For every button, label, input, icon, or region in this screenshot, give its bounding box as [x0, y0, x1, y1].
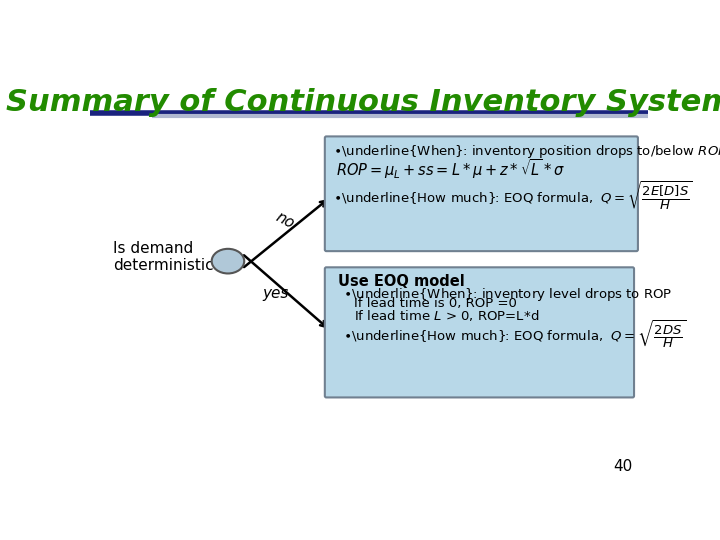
- Ellipse shape: [212, 249, 244, 273]
- Text: $\bullet$\underline{How much}: EOQ formula,  $Q = \sqrt{\dfrac{2E[D]S}{H}}$: $\bullet$\underline{How much}: EOQ formu…: [333, 180, 693, 213]
- Text: $\bullet$\underline{How much}: EOQ formula,  $Q = \sqrt{\dfrac{2DS}{H}}$: $\bullet$\underline{How much}: EOQ formu…: [343, 319, 685, 351]
- Text: Use EOQ model: Use EOQ model: [338, 274, 464, 289]
- Text: If lead time $L$ > 0, ROP=L*d: If lead time $L$ > 0, ROP=L*d: [354, 308, 539, 323]
- Text: If lead time is 0, ROP =0: If lead time is 0, ROP =0: [354, 298, 516, 310]
- FancyBboxPatch shape: [325, 267, 634, 397]
- Text: $\bullet$\underline{When}: inventory position drops to/below $ROP$: $\bullet$\underline{When}: inventory pos…: [333, 143, 720, 160]
- Text: yes: yes: [263, 286, 289, 301]
- Text: Summary of Continuous Inventory System: Summary of Continuous Inventory System: [6, 88, 720, 117]
- Text: no: no: [274, 210, 297, 232]
- Text: $ROP = \mu_L + ss = L * \mu + z * \sqrt{L} * \sigma$: $ROP = \mu_L + ss = L * \mu + z * \sqrt{…: [336, 157, 566, 181]
- FancyBboxPatch shape: [325, 137, 638, 251]
- Text: Is demand
deterministic?: Is demand deterministic?: [113, 241, 222, 273]
- Text: 40: 40: [613, 460, 632, 475]
- Text: $\bullet$\underline{When}: inventory level drops to ROP: $\bullet$\underline{When}: inventory lev…: [343, 286, 672, 303]
